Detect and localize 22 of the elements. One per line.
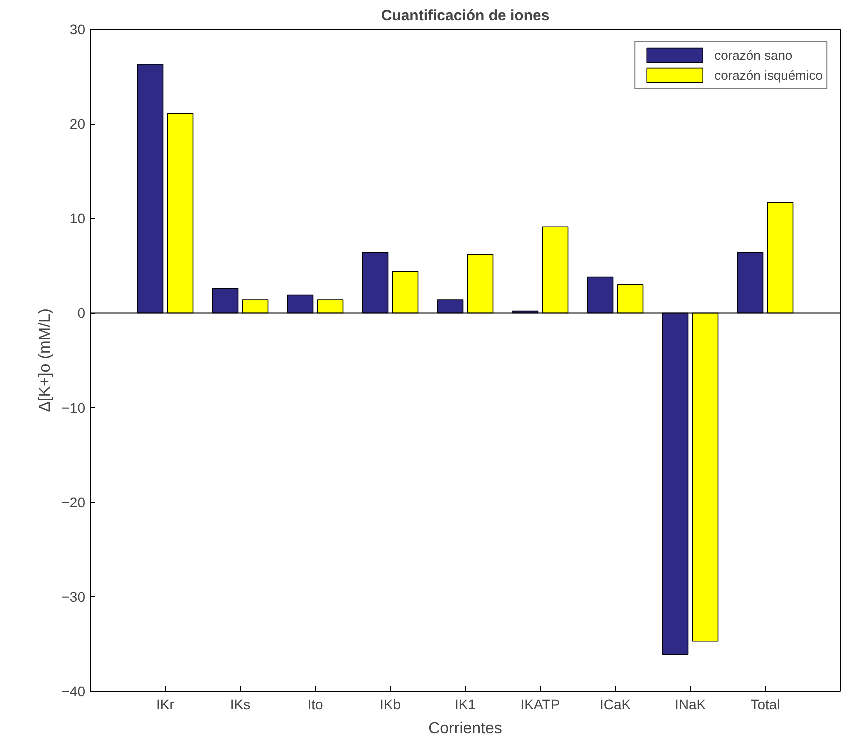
y-tick-label: −30 xyxy=(62,588,86,605)
x-tick-label: IKr xyxy=(156,696,175,712)
chart-title: Cuantificación de iones xyxy=(381,8,550,24)
legend-label: corazón sano xyxy=(714,48,793,62)
x-tick-label: Ito xyxy=(308,696,324,712)
y-tick-label: −20 xyxy=(62,494,86,510)
y-tick-label: 30 xyxy=(70,22,86,38)
y-tick-label: 20 xyxy=(70,116,86,132)
x-tick-label: IKs xyxy=(230,696,251,712)
x-tick-label: Total xyxy=(750,696,780,712)
x-tick-label: INaK xyxy=(674,696,707,712)
y-tick-label: 0 xyxy=(78,305,86,322)
x-tick-label: IKb xyxy=(380,696,402,712)
x-tick-label: IKATP xyxy=(520,696,560,712)
x-tick-label: IK1 xyxy=(454,696,476,712)
legend-label: corazón isquémico xyxy=(714,68,823,82)
y-tick-label: −10 xyxy=(62,400,86,416)
y-tick-label: −40 xyxy=(62,684,86,700)
y-tick-label: 10 xyxy=(70,210,86,227)
y-axis-title: Δ[K+]o (mM/L) xyxy=(36,308,54,412)
x-axis-title: Corrientes xyxy=(428,720,502,738)
x-tick-label: ICaK xyxy=(600,696,632,712)
